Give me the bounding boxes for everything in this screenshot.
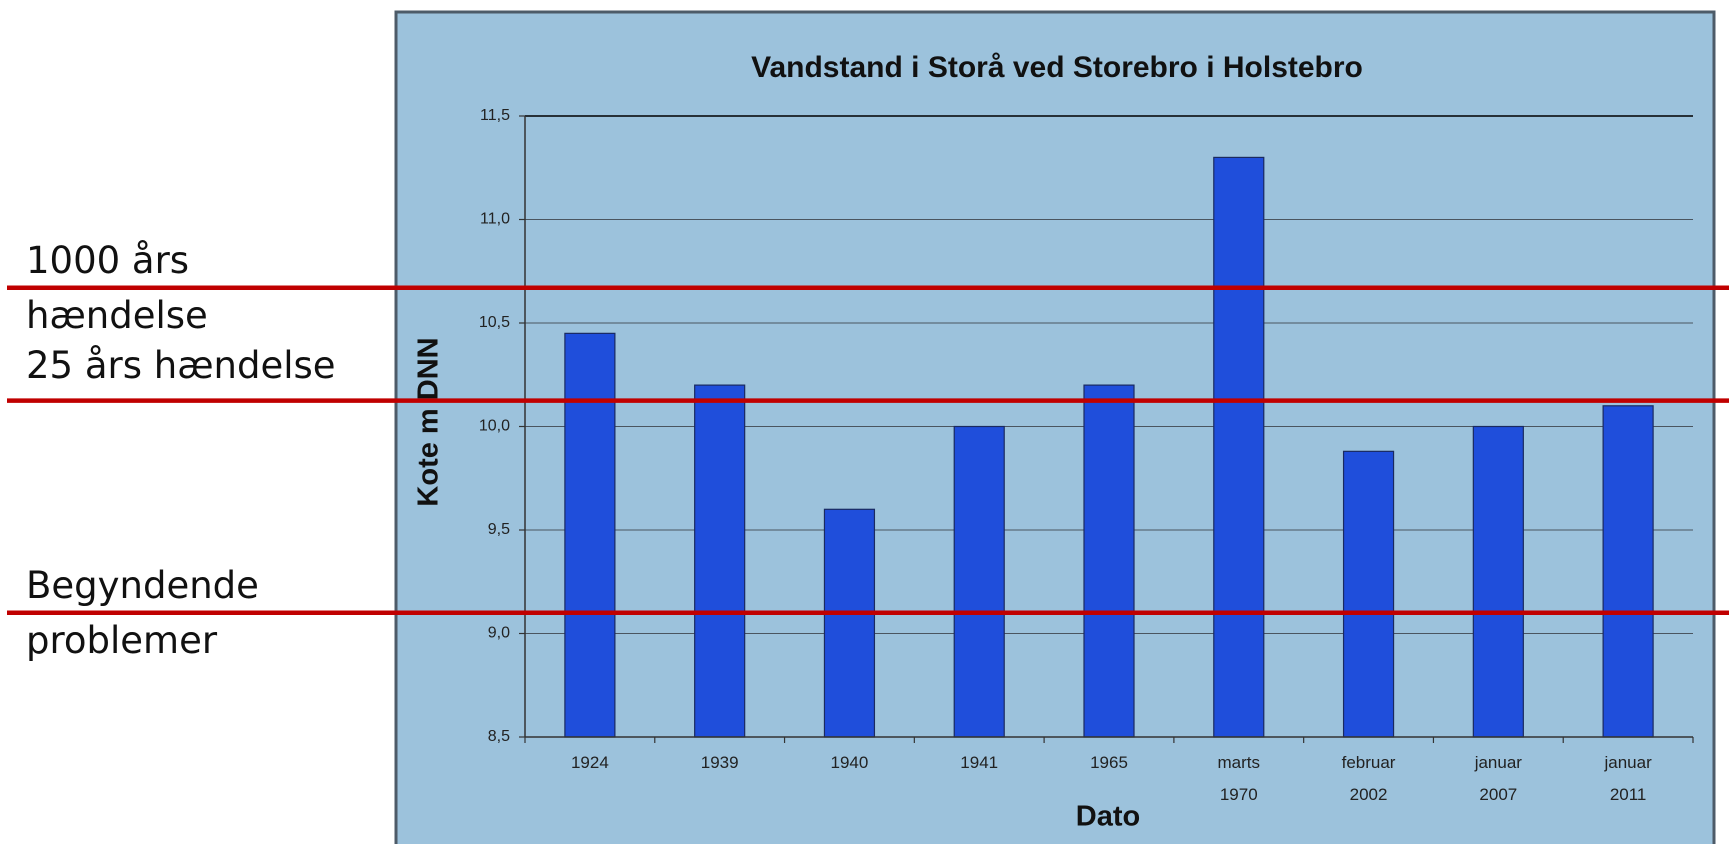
y-tick-label: 11,5 (480, 107, 510, 124)
reference-label: Begyndende problemer (26, 563, 259, 662)
reference-label: 1000 års hændelse (26, 238, 208, 337)
y-tick-label: 9,0 (488, 625, 510, 642)
y-tick-label: 11,0 (480, 211, 510, 228)
x-tick-label: 1924 (570, 753, 609, 772)
bar (823, 508, 876, 738)
bar (1083, 384, 1135, 738)
bar (1602, 405, 1654, 738)
chart-title: Vandstand i Storå ved Storebro i Holsteb… (751, 51, 1363, 84)
x-tick-label: februar 2002 (1341, 753, 1396, 804)
bar (694, 384, 746, 738)
x-tick-label: marts 1970 (1217, 753, 1261, 804)
bar (1472, 425, 1524, 738)
y-axis-label: Kote m DNN (413, 337, 445, 506)
bar (564, 332, 616, 738)
x-tick-label: 1965 (1090, 753, 1128, 772)
x-tick-label: januar 2011 (1604, 753, 1652, 804)
y-tick-label: 10,5 (479, 314, 510, 331)
x-tick-label: 1940 (830, 753, 869, 772)
x-tick-label: januar 2007 (1474, 753, 1522, 804)
bar (1342, 450, 1395, 738)
y-tick-label: 8,5 (488, 728, 510, 745)
y-tick-label: 9,5 (488, 521, 510, 538)
bar (1213, 156, 1265, 738)
x-axis-label: Dato (1076, 801, 1140, 833)
bar (953, 425, 1005, 738)
x-tick-label: 1939 (700, 753, 739, 772)
reference-label: 25 års hændelse (26, 343, 336, 387)
y-tick-label: 10,0 (479, 418, 510, 435)
x-tick-label: 1941 (960, 753, 999, 772)
